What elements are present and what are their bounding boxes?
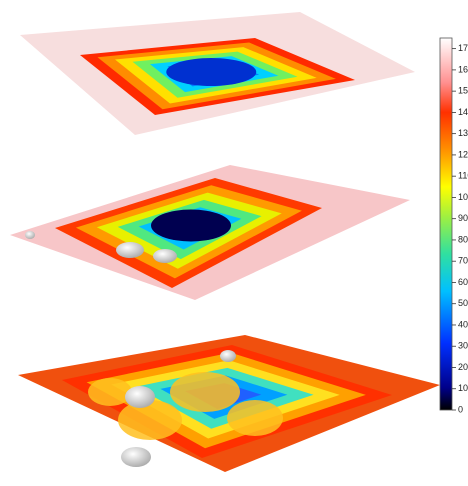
surface-plots — [10, 12, 440, 472]
pit-center — [166, 58, 257, 86]
colorbar-tick-label: 170 — [458, 43, 468, 53]
pit-center — [151, 209, 231, 242]
colorbar-tick-label: 100 — [458, 192, 468, 202]
sphere — [220, 350, 236, 362]
colorbar-tick-label: 150 — [458, 86, 468, 96]
sphere — [121, 447, 151, 467]
hot-spot — [227, 400, 283, 436]
colorbar-tick-label: 10 — [458, 383, 468, 393]
sphere — [125, 386, 155, 408]
colorbar-tick-label: 80 — [458, 234, 468, 244]
colorbar-tick-label: 20 — [458, 362, 468, 372]
sphere — [116, 242, 144, 258]
colorbar-tick-label: 110 — [458, 171, 468, 181]
colorbar-tick-label: 70 — [458, 256, 468, 266]
colorbar-tick-label: 90 — [458, 213, 468, 223]
colorbar-tick-label: 160 — [458, 64, 468, 74]
hot-spot — [170, 372, 240, 412]
colorbar-tick-label: 140 — [458, 107, 468, 117]
sphere — [25, 231, 35, 239]
hot-spot — [118, 400, 182, 440]
colorbar — [439, 37, 453, 411]
hot-spot — [88, 378, 132, 406]
colorbar-tick-label: 120 — [458, 149, 468, 159]
colorbar-tick-label: 130 — [458, 128, 468, 138]
colorbar-tick-label: 60 — [458, 277, 468, 287]
colorbar-tick-label: 40 — [458, 319, 468, 329]
colorbar-tick-label: 50 — [458, 298, 468, 308]
sphere — [153, 249, 177, 263]
colorbar-tick-label: 30 — [458, 341, 468, 351]
colorbar-tick-label: 0 — [458, 404, 463, 414]
